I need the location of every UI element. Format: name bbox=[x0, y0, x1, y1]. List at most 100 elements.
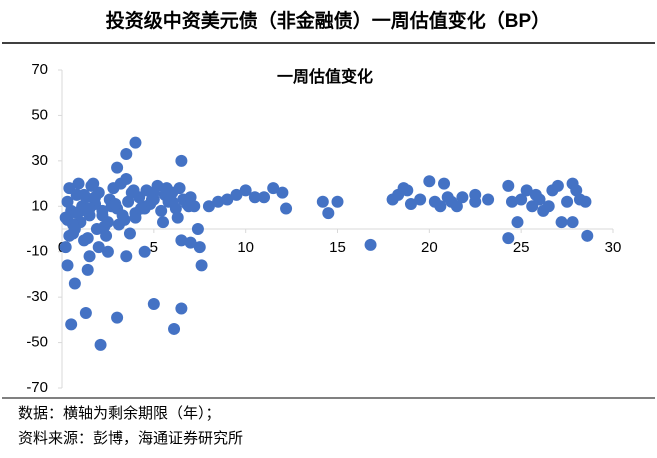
point bbox=[160, 182, 173, 195]
point bbox=[555, 216, 568, 229]
point bbox=[579, 195, 592, 208]
point bbox=[68, 223, 81, 235]
point bbox=[116, 209, 129, 222]
point bbox=[280, 202, 293, 215]
point bbox=[83, 250, 96, 263]
point bbox=[202, 200, 215, 213]
point bbox=[168, 322, 181, 335]
point bbox=[581, 229, 594, 242]
point bbox=[123, 227, 136, 240]
point bbox=[120, 173, 133, 186]
y-tick-label: -50 bbox=[26, 334, 48, 351]
point bbox=[423, 175, 436, 188]
point bbox=[166, 195, 179, 208]
point bbox=[175, 234, 188, 247]
point bbox=[173, 182, 186, 195]
x-tick-label: 30 bbox=[605, 239, 622, 256]
point bbox=[79, 307, 92, 320]
point bbox=[322, 207, 335, 220]
point bbox=[155, 204, 168, 217]
point bbox=[101, 245, 114, 258]
point bbox=[456, 191, 469, 204]
point bbox=[175, 154, 188, 167]
point bbox=[109, 198, 122, 211]
x-tick-label: 15 bbox=[329, 239, 346, 256]
point bbox=[193, 241, 206, 254]
point bbox=[184, 236, 197, 249]
point bbox=[87, 177, 100, 190]
x-tick-label: 5 bbox=[150, 239, 158, 256]
point bbox=[520, 184, 533, 197]
point bbox=[533, 193, 546, 206]
point bbox=[191, 223, 204, 235]
point bbox=[195, 259, 208, 272]
point bbox=[59, 241, 72, 254]
point bbox=[111, 311, 124, 324]
y-tick-label: 50 bbox=[31, 106, 48, 123]
point bbox=[89, 191, 102, 204]
point bbox=[127, 184, 140, 197]
point bbox=[72, 177, 85, 190]
point bbox=[134, 202, 147, 215]
point bbox=[147, 297, 160, 310]
y-tick-label: 10 bbox=[31, 197, 48, 214]
point bbox=[248, 191, 261, 204]
point bbox=[450, 200, 463, 213]
point bbox=[276, 186, 289, 199]
point bbox=[505, 195, 518, 208]
point bbox=[81, 263, 94, 276]
point bbox=[145, 193, 158, 206]
point bbox=[157, 216, 170, 229]
point bbox=[414, 193, 427, 206]
point bbox=[184, 191, 197, 204]
point bbox=[129, 211, 142, 224]
point bbox=[120, 148, 133, 161]
page-title: 投资级中资美元债（非金融债）一周估值变化（BP） bbox=[106, 9, 550, 32]
point bbox=[122, 195, 135, 208]
point bbox=[70, 207, 83, 220]
point bbox=[61, 259, 74, 272]
point bbox=[138, 245, 151, 258]
note: 数据：横轴为剩余期限（年）； bbox=[18, 404, 221, 422]
point bbox=[65, 318, 78, 331]
point bbox=[182, 200, 195, 213]
point bbox=[101, 216, 114, 229]
chart-title: 一周估值变化 bbox=[277, 67, 373, 86]
point bbox=[570, 184, 583, 197]
point bbox=[542, 200, 555, 213]
point bbox=[230, 188, 243, 201]
point bbox=[267, 182, 280, 195]
point bbox=[331, 195, 344, 208]
y-tick-label: -70 bbox=[26, 379, 48, 396]
point bbox=[111, 161, 124, 174]
x-tick-label: 10 bbox=[237, 239, 254, 256]
point bbox=[239, 184, 252, 197]
point bbox=[434, 200, 447, 213]
point bbox=[120, 250, 133, 263]
point bbox=[364, 238, 377, 251]
point bbox=[316, 195, 329, 208]
y-tick-label: -30 bbox=[26, 288, 48, 305]
point bbox=[482, 193, 495, 206]
source: 资料来源：彭博，海通证券研究所 bbox=[18, 430, 243, 447]
x-tick-label: 20 bbox=[421, 239, 438, 256]
point bbox=[94, 338, 107, 351]
point bbox=[511, 216, 524, 229]
point bbox=[81, 232, 94, 245]
point bbox=[515, 193, 528, 206]
y-tick-label: 30 bbox=[31, 152, 48, 169]
x-tick-label: 25 bbox=[513, 239, 530, 256]
point bbox=[83, 202, 96, 215]
point bbox=[100, 229, 113, 242]
y-tick-label: -10 bbox=[26, 243, 48, 260]
point bbox=[68, 277, 81, 290]
point bbox=[566, 216, 579, 229]
point bbox=[78, 188, 91, 201]
point bbox=[129, 136, 142, 149]
point bbox=[551, 179, 564, 192]
y-tick-label: 70 bbox=[31, 61, 48, 78]
point bbox=[438, 177, 451, 190]
point bbox=[61, 195, 74, 208]
point bbox=[404, 198, 417, 211]
